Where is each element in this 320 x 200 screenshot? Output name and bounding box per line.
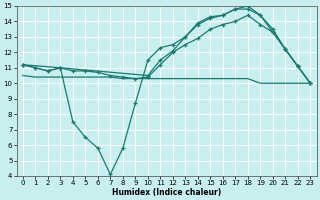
- X-axis label: Humidex (Indice chaleur): Humidex (Indice chaleur): [112, 188, 221, 197]
